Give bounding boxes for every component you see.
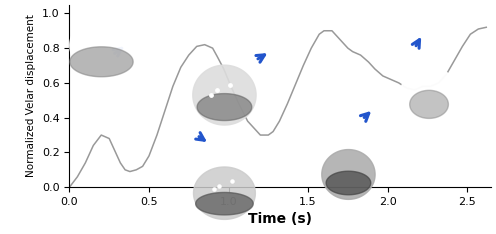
Polygon shape xyxy=(70,47,133,77)
Point xyxy=(84,41,93,45)
Y-axis label: Normalized Velar displacement: Normalized Velar displacement xyxy=(26,15,36,177)
Polygon shape xyxy=(196,192,253,215)
Point xyxy=(210,187,218,190)
Point xyxy=(90,34,98,37)
Polygon shape xyxy=(410,90,448,118)
Polygon shape xyxy=(193,167,255,219)
Polygon shape xyxy=(400,66,458,125)
Point xyxy=(213,88,221,92)
Polygon shape xyxy=(193,65,256,125)
Polygon shape xyxy=(326,171,371,195)
Point xyxy=(228,179,236,183)
Polygon shape xyxy=(70,17,133,74)
Point xyxy=(103,29,111,32)
Point xyxy=(215,184,223,188)
Polygon shape xyxy=(322,150,375,199)
X-axis label: Time (s): Time (s) xyxy=(248,212,312,227)
Point xyxy=(226,83,234,87)
Polygon shape xyxy=(197,94,252,121)
Point xyxy=(207,93,215,97)
